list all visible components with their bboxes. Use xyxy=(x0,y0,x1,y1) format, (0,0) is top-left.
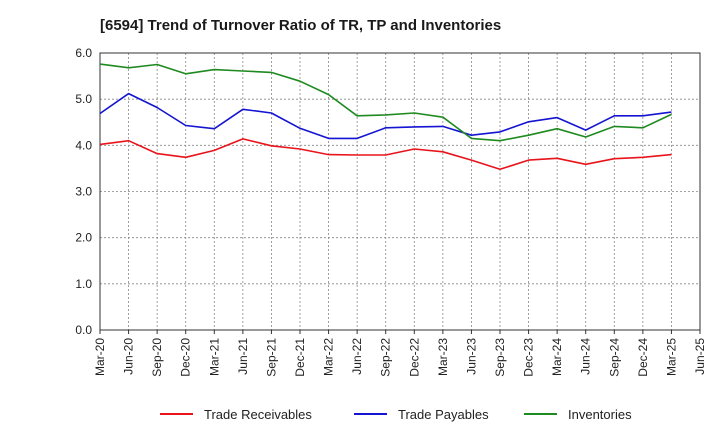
series-line-trade-receivables xyxy=(99,138,672,171)
y-tick-label: 1.0 xyxy=(75,277,92,291)
x-tick-label: Mar-22 xyxy=(322,338,336,376)
series-layer xyxy=(99,63,672,171)
x-tick-label: Mar-25 xyxy=(664,338,678,376)
y-tick-label: 4.0 xyxy=(75,138,92,152)
x-tick-label: Jun-20 xyxy=(122,338,136,375)
grid-layer xyxy=(100,52,700,330)
x-tick-label: Jun-22 xyxy=(350,338,364,375)
x-tick-label: Mar-21 xyxy=(207,338,221,376)
x-tick-label: Mar-24 xyxy=(550,338,564,376)
x-tick-label: Jun-24 xyxy=(579,338,593,375)
x-tick-label: Jun-21 xyxy=(236,338,250,375)
x-tick-label: Sep-20 xyxy=(150,338,164,377)
x-tick-label: Mar-23 xyxy=(436,338,450,376)
chart-title: [6594] Trend of Turnover Ratio of TR, TP… xyxy=(100,17,501,34)
x-tick-label: Sep-24 xyxy=(607,338,621,377)
x-tick-label: Sep-21 xyxy=(264,338,278,377)
x-tick-label: Sep-23 xyxy=(493,338,507,377)
y-tick-label: 3.0 xyxy=(75,185,92,199)
x-tick-label: Dec-22 xyxy=(407,338,421,377)
y-tick-label: 5.0 xyxy=(75,92,92,106)
x-tick-label: Dec-24 xyxy=(636,338,650,377)
plot-frame xyxy=(99,52,701,331)
x-tick-label: Dec-20 xyxy=(179,338,193,377)
x-tick-label: Mar-20 xyxy=(93,338,107,376)
x-tick-label: Jun-23 xyxy=(464,338,478,375)
y-tick-label: 0.0 xyxy=(75,323,92,337)
axis-layer: 0.0 1.0 2.0 3.0 4.0 5.0 6.0 Mar-20 Jun-20 Sep-20 D… xyxy=(75,46,707,377)
x-tick-label: Dec-23 xyxy=(522,338,536,377)
x-tick-label: Jun-25 xyxy=(693,338,707,375)
y-tick-label: 2.0 xyxy=(75,231,92,245)
legend-label-trade-payables: Trade Payables xyxy=(398,407,489,422)
legend-label-trade-receivables: Trade Receivables xyxy=(204,407,312,422)
x-tick-label: Sep-22 xyxy=(379,338,393,377)
legend: Trade Receivables Trade Payables Inventori… xyxy=(160,407,632,422)
legend-label-inventories: Inventories xyxy=(568,407,632,422)
x-tick-label: Dec-21 xyxy=(293,338,307,377)
series-line-trade-payables xyxy=(99,92,672,140)
y-tick-label: 6.0 xyxy=(75,46,92,60)
series-line-inventories xyxy=(99,63,672,142)
